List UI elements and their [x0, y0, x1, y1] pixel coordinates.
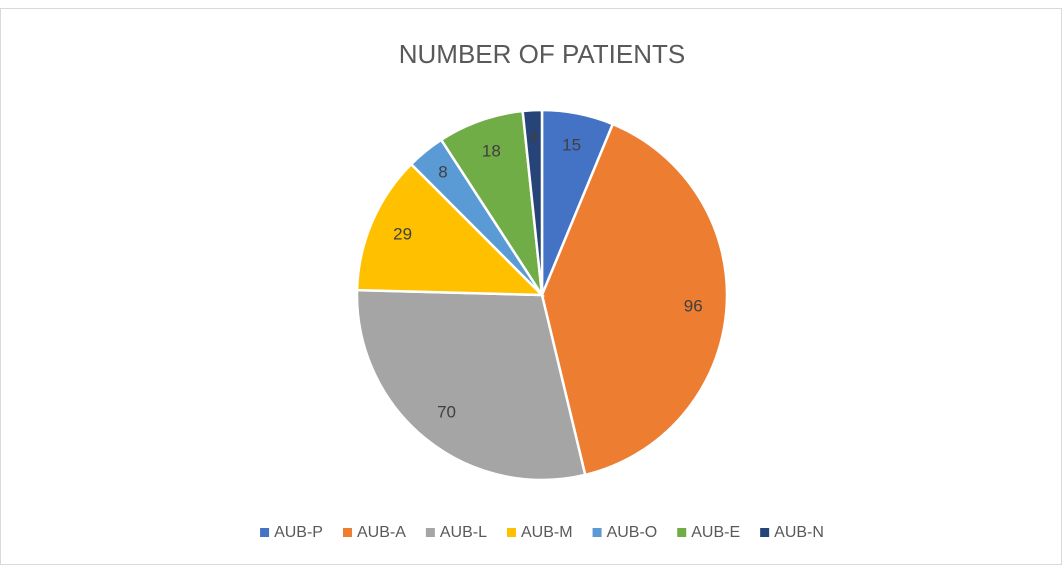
legend-label: AUB-E: [691, 524, 740, 541]
pie-slice: [521, 108, 544, 296]
pie-slice: [355, 162, 546, 297]
legend-label: AUB-O: [607, 524, 658, 541]
legend-swatch: [425, 528, 435, 537]
data-label: 29: [393, 225, 412, 244]
chart-title: NUMBER OF PATIENTS: [399, 39, 686, 69]
legend-label: AUB-M: [521, 524, 573, 541]
legend-swatch: [677, 528, 687, 537]
data-label: 96: [684, 296, 703, 315]
legend-label: AUB-A: [357, 524, 406, 541]
legend-label: AUB-P: [274, 524, 323, 541]
data-label: 18: [482, 141, 501, 160]
pie-slice: [355, 288, 587, 482]
legend-label: AUB-N: [774, 524, 824, 541]
legend-label: AUB-L: [440, 524, 487, 541]
data-label: 8: [438, 162, 447, 181]
data-label: 15: [562, 136, 581, 155]
pie-slice: [540, 122, 729, 477]
data-label: 70: [437, 402, 456, 421]
legend-swatch: [260, 528, 270, 537]
legend-swatch: [592, 528, 602, 537]
legend-swatch: [342, 528, 352, 537]
legend-swatch: [507, 528, 517, 537]
data-label: 4: [529, 127, 538, 146]
legend-swatch: [760, 528, 770, 537]
